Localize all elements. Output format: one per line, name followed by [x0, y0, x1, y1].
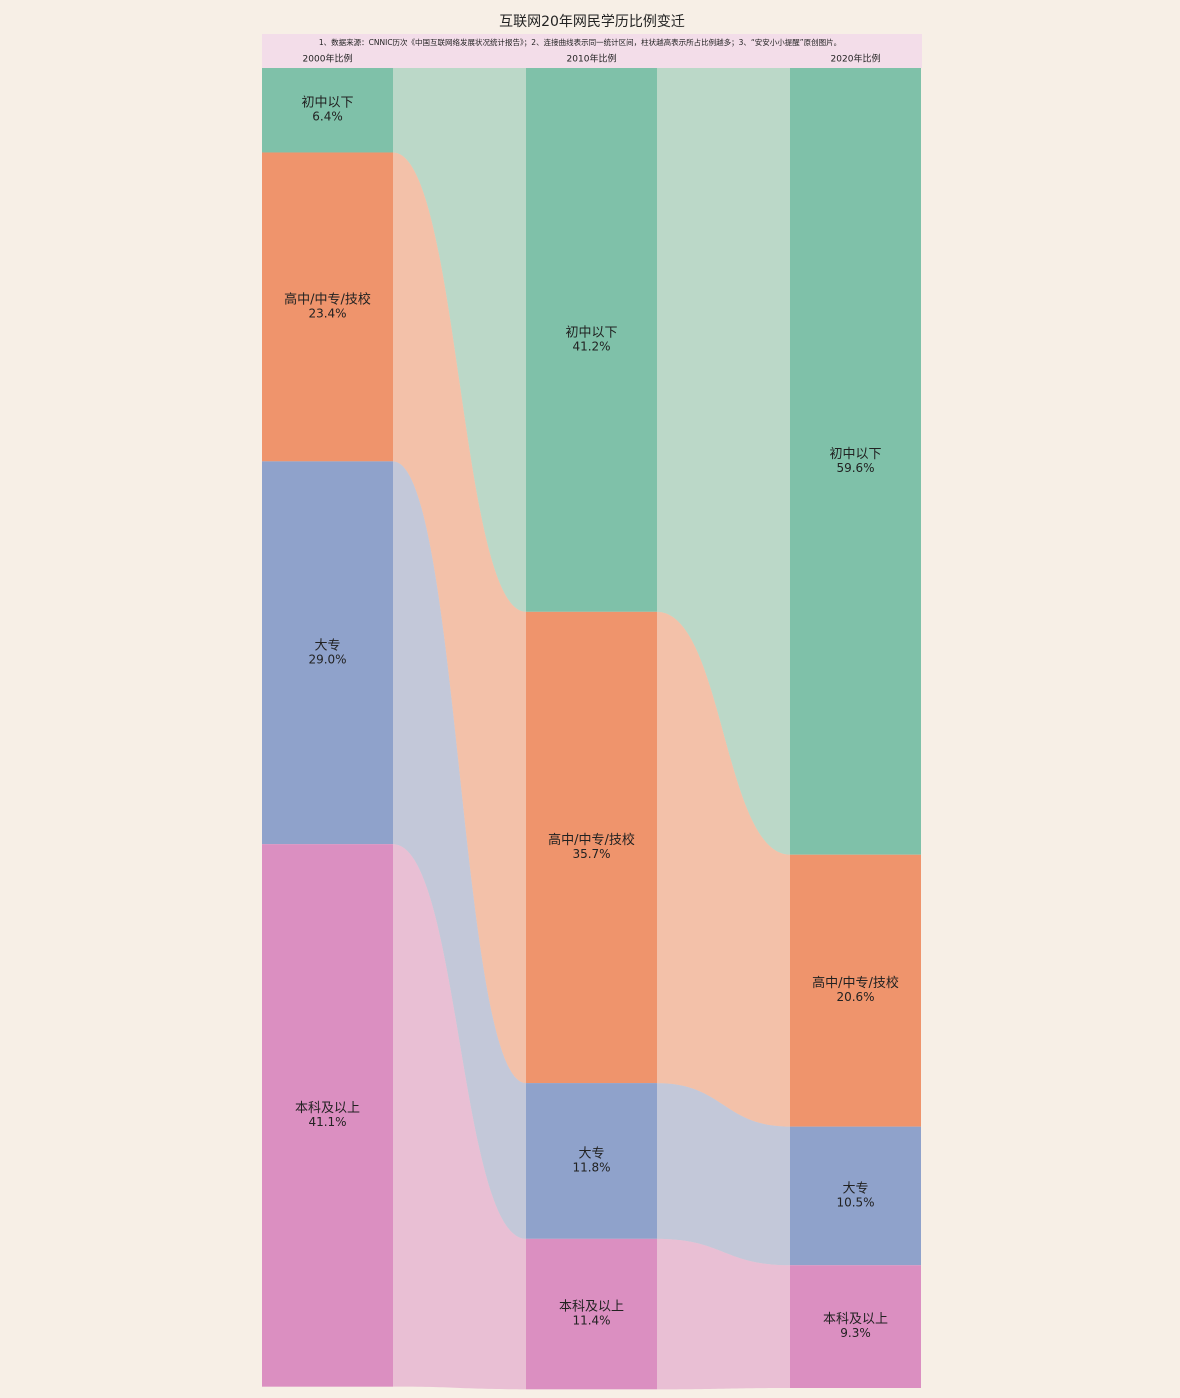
flow — [657, 1238, 790, 1390]
data-label: 41.2% — [572, 339, 610, 353]
chart-subtitle: 1、数据来源：CNNIC历次《中国互联网络发展状况统计报告》；2、连接曲线表示同… — [319, 37, 841, 47]
data-label: 41.1% — [308, 1115, 346, 1129]
segment-name: 本科及以上 — [559, 1300, 624, 1315]
segment-name: 初中以下 — [565, 325, 617, 340]
column-label: 2020年比例 — [831, 53, 881, 65]
segment-name: 大专 — [314, 638, 340, 653]
segment-name: 高中/中专/技校 — [548, 832, 635, 848]
segment-name: 大专 — [578, 1146, 604, 1161]
data-label: 11.4% — [572, 1314, 610, 1328]
flow — [393, 461, 526, 1239]
data-label: 11.8% — [572, 1160, 610, 1174]
segment-name: 初中以下 — [829, 447, 881, 462]
flow — [657, 1083, 790, 1266]
segment-name: 高中/中专/技校 — [284, 291, 371, 307]
flow — [657, 611, 790, 1127]
bar-segment — [262, 68, 393, 153]
bar-segment — [526, 611, 657, 1084]
data-label: 20.6% — [836, 990, 874, 1004]
segment-name: 大专 — [842, 1181, 868, 1196]
segment-name: 本科及以上 — [823, 1312, 888, 1327]
bar-segment — [262, 844, 393, 1387]
bar-segment — [790, 1265, 921, 1388]
flow — [393, 152, 526, 1084]
segment-name: 本科及以上 — [295, 1101, 360, 1116]
data-label: 9.3% — [840, 1326, 871, 1340]
bar-segment — [526, 68, 657, 612]
bar-segment — [526, 1238, 657, 1390]
flow — [657, 68, 790, 855]
data-label: 29.0% — [308, 652, 346, 666]
bar-segment — [262, 461, 393, 845]
data-label: 23.4% — [308, 306, 346, 320]
flow — [393, 68, 526, 612]
column-label: 2000年比例 — [303, 53, 353, 65]
data-label: 35.7% — [572, 847, 610, 861]
segment-name: 初中以下 — [301, 96, 353, 111]
chart-title: 互联网20年网民学历比例变迁 — [499, 14, 685, 30]
bar-segment — [262, 152, 393, 462]
data-label: 10.5% — [836, 1195, 874, 1209]
bar-segment — [790, 68, 921, 855]
data-label: 59.6% — [836, 461, 874, 475]
header-band — [262, 34, 922, 68]
column-label: 2010年比例 — [567, 53, 617, 65]
segment-name: 高中/中专/技校 — [812, 975, 899, 991]
flow — [393, 844, 526, 1390]
bar-segment — [526, 1083, 657, 1239]
bar-segment — [790, 854, 921, 1127]
data-label: 6.4% — [312, 110, 343, 124]
bar-segment — [790, 1126, 921, 1266]
